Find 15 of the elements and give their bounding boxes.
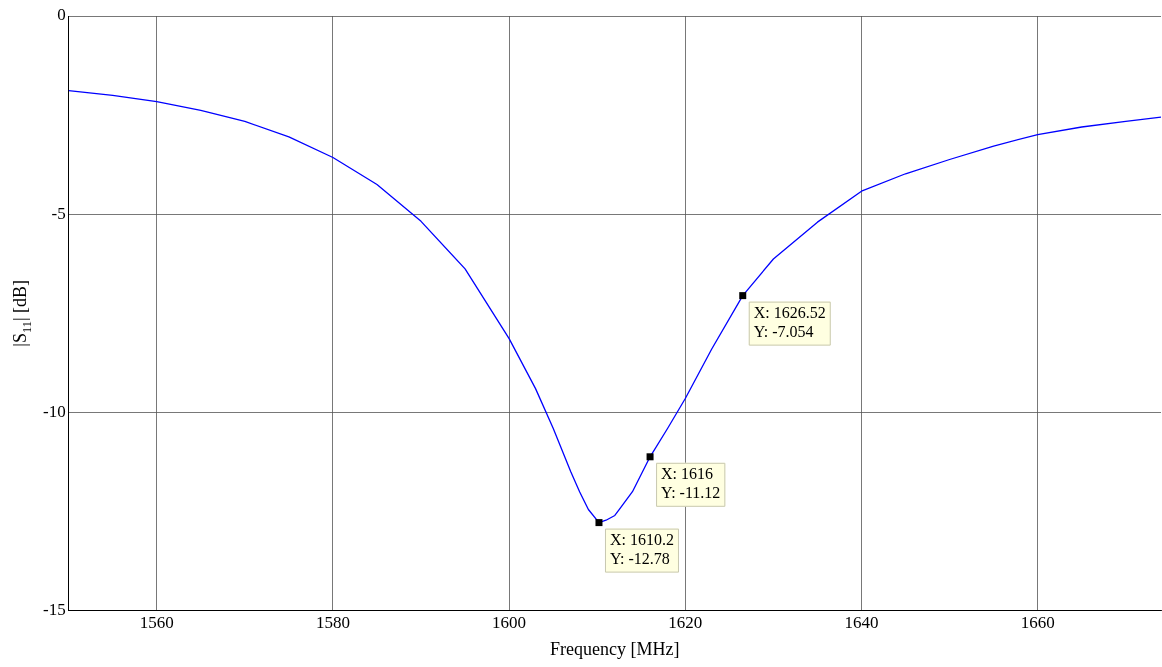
x-tick-label: 1620	[668, 613, 703, 633]
x-tick-label: 1640	[844, 613, 879, 633]
annotation: X: 1626.52 Y: -7.054	[753, 303, 826, 340]
x-tick-label: 1600	[492, 613, 527, 633]
annotation: X: 1616 Y: -11.12	[661, 465, 721, 501]
x-tick-label: 1560	[139, 613, 174, 633]
y-tick-label: -15	[42, 600, 66, 620]
x-axis-title: Frequency [MHz]	[550, 638, 680, 659]
y-tick-label: 0	[57, 5, 66, 25]
y-tick-label: -5	[51, 203, 66, 223]
annotation: X: 1610.2 Y: -12.78	[609, 530, 674, 567]
y-axis-title: |S11| [dB]	[10, 279, 35, 347]
y-tick-label: -10	[42, 401, 66, 421]
x-tick-label: 1580	[315, 613, 350, 633]
x-tick-label: 1660	[1020, 613, 1055, 633]
